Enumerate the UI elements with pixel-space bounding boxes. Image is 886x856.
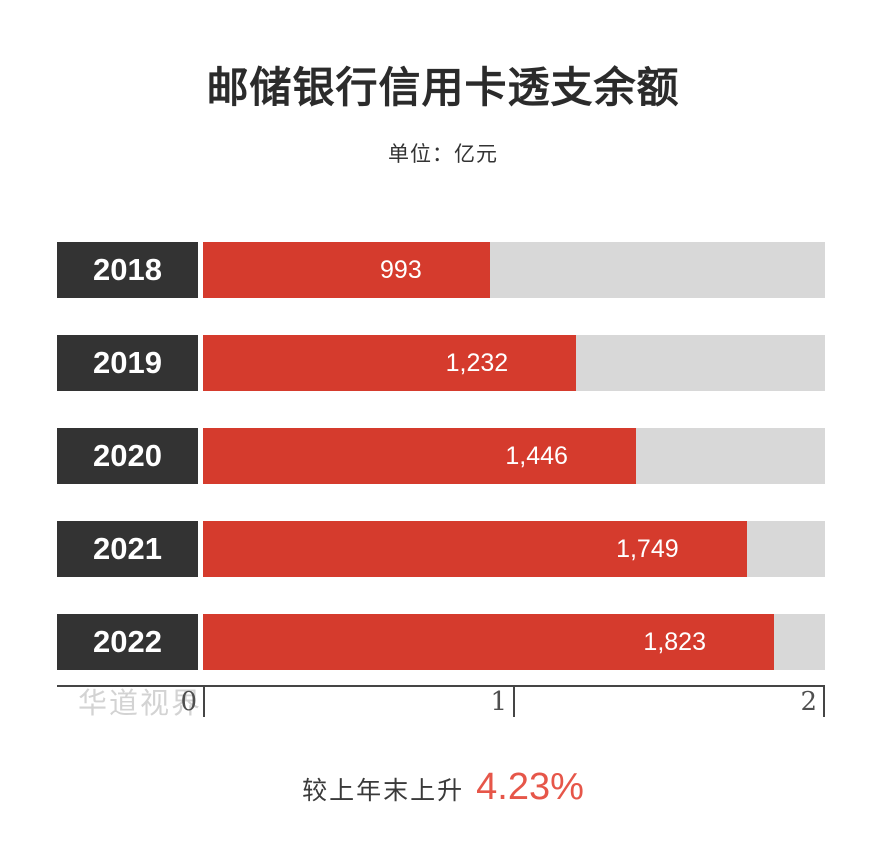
- x-axis-tick: [513, 686, 515, 717]
- x-axis-tick: [823, 686, 825, 717]
- bar-track: 993: [203, 242, 825, 298]
- bar-track: 1,446: [203, 428, 825, 484]
- chart-title: 邮储银行信用卡透支余额: [206, 64, 680, 111]
- bar-fill: 993: [203, 242, 490, 298]
- x-axis-tick-label: 1: [490, 687, 507, 717]
- x-axis-tick-label: 2: [800, 687, 817, 717]
- watermark: 华道视界: [78, 688, 203, 720]
- bar-row: 2019 1,232: [57, 335, 825, 391]
- bar-row: 2022 1,823: [57, 614, 825, 670]
- bar-track: 1,749: [203, 521, 825, 577]
- bar-fill: 1,823: [203, 614, 774, 670]
- bar-value-label: 1,823: [643, 627, 706, 656]
- bar-row: 2018 993: [57, 242, 825, 298]
- x-axis-tick-label: 0: [180, 687, 197, 717]
- bar-fill: 1,749: [203, 521, 747, 577]
- bar-value-label: 993: [380, 255, 422, 284]
- bar-value-label: 1,749: [616, 534, 679, 563]
- bar-track: 1,823: [203, 614, 825, 670]
- year-label: 2018: [57, 242, 198, 298]
- x-axis-line: [57, 685, 825, 687]
- bar-fill: 1,446: [203, 428, 636, 484]
- bar-value-label: 1,446: [505, 441, 568, 470]
- x-axis-tick: [203, 686, 205, 717]
- year-label: 2022: [57, 614, 198, 670]
- bar-value-label: 1,232: [445, 348, 509, 377]
- bar-row: 2020 1,446: [57, 428, 825, 484]
- year-label: 2020: [57, 428, 198, 484]
- footer-note: 较上年末上升 4.23%: [0, 766, 886, 809]
- unit-label: 单位：亿元: [388, 143, 498, 166]
- bar-track: 1,232: [203, 335, 825, 391]
- bar-fill: 1,232: [203, 335, 577, 391]
- footer-percent: 4.23%: [476, 766, 584, 808]
- year-label: 2021: [57, 521, 198, 577]
- bar-chart: 2018 993 2019 1,232 2020 1,446 2021 1,749 2022 1,…: [57, 242, 825, 670]
- year-label: 2019: [57, 335, 198, 391]
- footer-text: 较上年末上升: [302, 777, 465, 805]
- bar-row: 2021 1,749: [57, 521, 825, 577]
